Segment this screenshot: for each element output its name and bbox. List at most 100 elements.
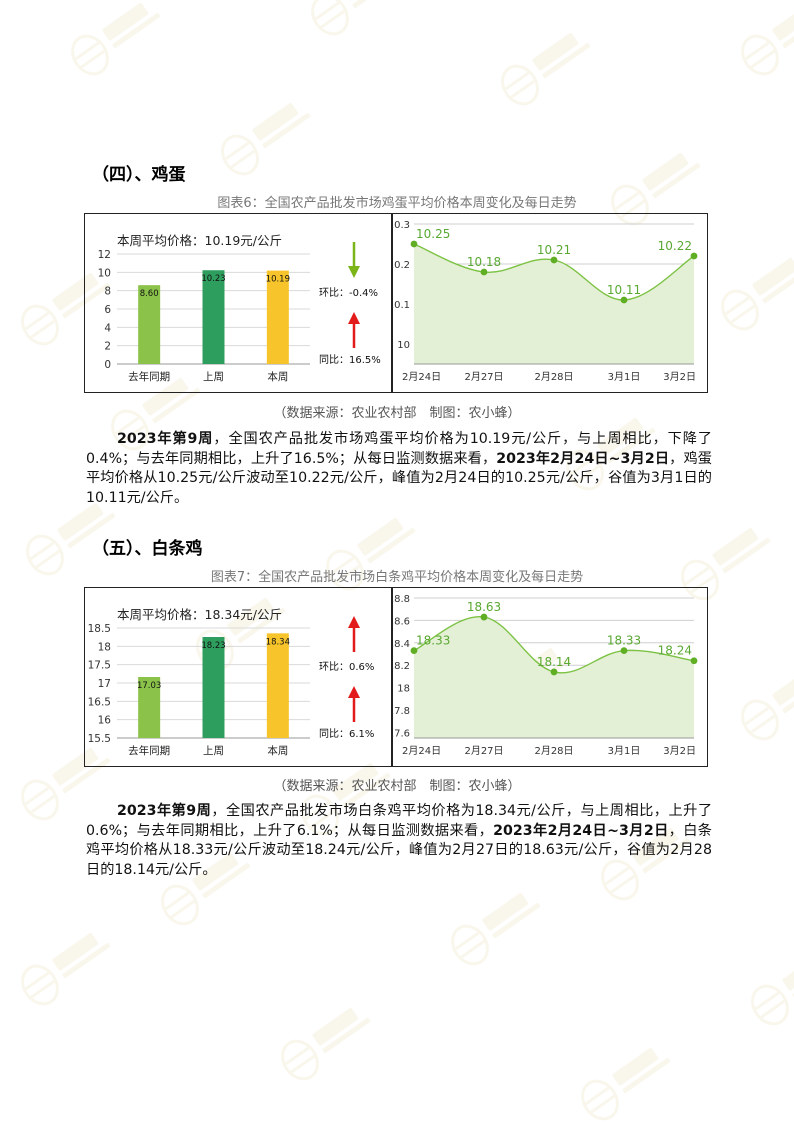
bar (202, 637, 225, 738)
line-chart: 18.8 18.6 18.4 18.2 18 17.8 17.6 18.33 2月24日 18.6… (392, 594, 698, 757)
y-tick-label: 8 (104, 286, 111, 298)
logo-body (751, 984, 789, 1026)
y-tick-label: 10.3 (392, 220, 410, 231)
summary-paragraph: 2023年第9周，全国农产品批发市场白条鸡平均价格为18.34元/公斤，与上周相… (86, 802, 712, 880)
data-label: 10.25 (416, 227, 450, 241)
logo-stripe (24, 971, 50, 991)
data-point (410, 240, 418, 248)
y-tick-label: 10.2 (392, 260, 410, 271)
data-point (480, 268, 488, 276)
x-tick-label: 2月27日 (464, 371, 503, 383)
bee-logo-icon (741, 3, 794, 76)
logo-wordmark (342, 0, 389, 1)
logo-wordmark-sub (112, 12, 161, 49)
logo-body (741, 34, 779, 76)
y-tick-label: 10.1 (392, 300, 410, 311)
logo-stripe (754, 991, 780, 1011)
logo-wordmark (772, 668, 794, 706)
date-range-label: 2023年2月24日~3月2日 (493, 822, 669, 839)
logo-stripe (224, 141, 250, 161)
logo-wordmark-sub (542, 42, 591, 79)
figure-box: 本周平均价格：18.34元/公斤 18.5 18 17.5 17 16.5 16 15.5 1… (84, 587, 708, 767)
panel-divider (391, 214, 393, 392)
data-label: 18.33 (607, 634, 641, 648)
area-fill (414, 616, 694, 738)
data-point (690, 252, 698, 260)
section-title: （四）、鸡蛋 (92, 165, 186, 185)
data-point (620, 647, 628, 655)
logo-body (161, 884, 199, 926)
logo-stripe (729, 304, 757, 324)
logo-stripe (29, 979, 57, 999)
logo-wordmark (52, 933, 99, 971)
data-point (550, 256, 558, 264)
bar-chart: 18.5 18 17.5 17 16.5 16 15.5 17.03 去年同期 18.23 上周 18… (88, 616, 374, 757)
logo-wordmark (102, 3, 149, 41)
bee-logo-icon (21, 933, 111, 1006)
bar-value-label: 17.03 (137, 681, 161, 691)
logo-stripe (29, 319, 57, 339)
logo-body (21, 304, 59, 346)
y-tick-label: 16.5 (88, 696, 111, 708)
y-tick-label: 18.4 (392, 639, 410, 650)
data-label: 18.63 (467, 600, 501, 614)
logo-body (71, 34, 109, 76)
x-tick-label: 2月28日 (534, 371, 573, 383)
logo-stripe (584, 1086, 610, 1106)
mom-change-label: 环比：0.6% (319, 661, 374, 673)
y-tick-label: 18.6 (392, 616, 410, 627)
y-tick-label: 18 (397, 684, 410, 695)
logo-stripe (74, 41, 100, 61)
y-tick-label: 0 (104, 359, 111, 371)
logo-stripe (589, 1094, 617, 1114)
logo-stripe (749, 714, 777, 734)
logo-wordmark (357, 518, 404, 556)
logo-stripe (759, 999, 787, 1019)
data-label: 18.33 (416, 634, 450, 648)
bar (266, 633, 289, 738)
logo-body (221, 134, 259, 176)
logo-body (281, 1039, 319, 1081)
line-chart: 10.3 10.2 10.1 10 10.25 2月24日 10.18 2月27日 10.21 2… (392, 220, 698, 383)
bar-value-label: 18.34 (266, 637, 290, 647)
x-tick-label: 2月28日 (534, 745, 573, 757)
bar-value-label: 10.23 (201, 274, 225, 284)
y-tick-label: 16 (98, 715, 112, 727)
date-range-label: 2023年2月24日~3月2日 (496, 450, 670, 467)
x-tick-label: 本周 (267, 370, 288, 383)
x-tick-label: 2月24日 (402, 371, 441, 383)
logo-stripe (29, 794, 57, 814)
y-tick-label: 10 (397, 340, 410, 351)
bar (138, 677, 161, 738)
x-tick-label: 2月27日 (464, 745, 503, 757)
logo-body (501, 64, 539, 106)
line-panel: 18.8 18.6 18.4 18.2 18 17.8 17.6 18.33 2月24日 18.6… (392, 588, 708, 766)
logo-stripe (504, 71, 530, 91)
data-source: （数据来源：农业农村部 制图：农小蜂） (273, 779, 521, 794)
x-tick-label: 3月2日 (663, 745, 696, 757)
bee-logo-icon (501, 33, 591, 106)
logo-stripe (749, 49, 777, 69)
data-point (480, 613, 488, 621)
y-tick-label: 4 (104, 322, 111, 334)
y-tick-label: 2 (104, 341, 111, 353)
x-tick-label: 上周 (203, 371, 224, 383)
logo-stripe (24, 311, 50, 331)
x-tick-label: 去年同期 (128, 370, 170, 383)
x-tick-label: 2月24日 (402, 745, 441, 757)
yoy-change-label: 同比：16.5% (319, 354, 381, 366)
arrow-up-icon (348, 686, 360, 698)
logo-wordmark (252, 103, 299, 141)
logo-wordmark-sub (762, 267, 794, 304)
logo-stripe (169, 899, 197, 919)
logo-wordmark-sub (62, 942, 111, 979)
data-label: 10.21 (537, 243, 571, 257)
summary-paragraph: 2023年第9周，全国农产品批发市场鸡蛋平均价格为10.19元/公斤，与上周相比… (86, 430, 712, 508)
y-tick-label: 10 (98, 267, 111, 279)
bar-panel: 本周平均价格：10.19元/公斤 12 10 8 6 4 2 0 8.60 去年同期 10.23 上… (85, 214, 391, 392)
x-tick-label: 上周 (203, 745, 224, 757)
y-tick-label: 18 (98, 641, 111, 653)
bee-logo-icon (281, 1008, 371, 1081)
figure-caption: 图表6：全国农产品批发市场鸡蛋平均价格本周变化及每日走势 (217, 196, 577, 211)
logo-wordmark (712, 528, 759, 566)
